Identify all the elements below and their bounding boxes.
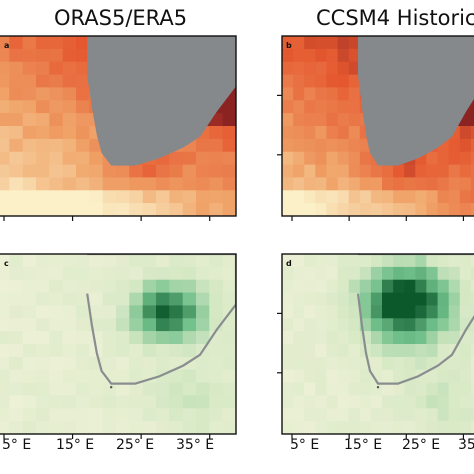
- panel-frame: [281, 253, 474, 435]
- right-column-title: CCSM4 Historical: [316, 6, 474, 30]
- x-tick-right-1: 15° E: [344, 437, 383, 453]
- map-panel-d: d: [277, 253, 474, 439]
- left-column-title: ORAS5/ERA5: [54, 6, 188, 30]
- coastline: [356, 254, 474, 385]
- coastline: [86, 254, 236, 385]
- x-tick-left-0: 5° E: [2, 437, 32, 453]
- panel-frame: [281, 35, 474, 217]
- panel-letter: a: [4, 41, 9, 50]
- panel-letter: d: [286, 259, 292, 268]
- x-tick-right-3: 35° E: [458, 437, 474, 453]
- map-panel-c: c: [0, 253, 237, 439]
- x-tick-left-2: 25° E: [116, 437, 155, 453]
- panel-frame: [0, 35, 237, 217]
- x-tick-left-1: 15° E: [56, 437, 95, 453]
- panel-letter: b: [286, 41, 292, 50]
- x-tick-right-0: 5° E: [290, 437, 320, 453]
- x-tick-right-2: 25° E: [402, 437, 441, 453]
- panel-letter: c: [4, 259, 9, 268]
- panel-frame: [0, 253, 237, 435]
- land-mask: [87, 36, 236, 166]
- map-panel-b: b: [277, 35, 474, 221]
- land-mask: [358, 36, 474, 166]
- x-tick-left-3: 35° E: [176, 437, 215, 453]
- map-panel-a: a: [0, 35, 237, 221]
